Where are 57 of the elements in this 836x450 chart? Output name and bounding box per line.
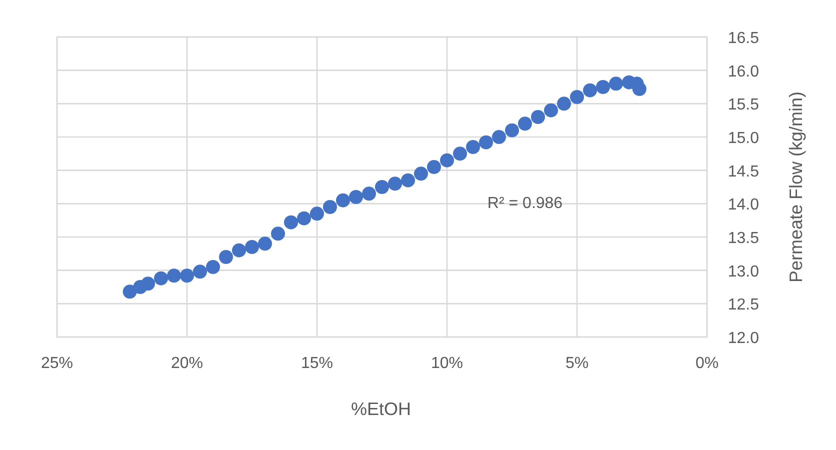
point xyxy=(388,176,402,191)
point xyxy=(505,123,519,138)
point xyxy=(544,103,558,118)
point xyxy=(609,76,623,91)
point xyxy=(349,190,363,204)
point xyxy=(531,110,545,124)
x-tick-label: 15% xyxy=(300,355,334,372)
point xyxy=(232,243,246,258)
y-tick-label: 15.0 xyxy=(728,130,760,147)
point xyxy=(206,260,220,274)
point xyxy=(596,80,610,94)
y-tick-label: 16.0 xyxy=(728,63,760,80)
point xyxy=(336,193,350,208)
x-axis-title: %EtOH xyxy=(350,399,412,419)
point xyxy=(297,211,311,226)
point xyxy=(154,271,168,286)
point xyxy=(414,166,428,181)
point xyxy=(193,264,207,279)
point xyxy=(492,130,506,144)
point xyxy=(401,173,415,188)
y-tick-label: 14.5 xyxy=(728,163,760,180)
point xyxy=(219,250,233,264)
point xyxy=(440,153,454,168)
point xyxy=(245,240,259,254)
y-tick-label: 13.5 xyxy=(728,230,760,247)
x-tick-label: 10% xyxy=(430,355,464,372)
point xyxy=(180,268,194,283)
point xyxy=(427,160,441,174)
point xyxy=(518,116,532,131)
point xyxy=(570,90,584,104)
point xyxy=(583,83,597,98)
point xyxy=(271,226,285,241)
point xyxy=(479,135,493,150)
point xyxy=(141,276,155,291)
y-tick-label: 12.5 xyxy=(728,296,760,314)
point xyxy=(323,200,337,214)
y-tick-label: 13.0 xyxy=(728,263,760,280)
x-tick-label: 20% xyxy=(170,355,204,372)
annotation: R² = 0.986 xyxy=(487,195,563,212)
point xyxy=(632,82,646,96)
point xyxy=(167,268,181,283)
x-tick-label: 5% xyxy=(565,355,589,372)
y-tick-label: 16.5 xyxy=(728,30,760,47)
x-tick-label: 25% xyxy=(40,355,74,372)
y-tick-label: 14.0 xyxy=(728,196,760,214)
point xyxy=(557,96,571,111)
point xyxy=(310,206,324,221)
y-tick-label: 12.0 xyxy=(728,330,760,347)
point xyxy=(284,215,298,230)
point xyxy=(258,236,272,251)
point xyxy=(375,180,389,194)
point xyxy=(453,146,467,161)
y-tick-label: 15.5 xyxy=(728,96,760,114)
x-tick-label: 0% xyxy=(695,355,719,372)
point xyxy=(362,186,376,201)
y-axis-title: Permeate Flow (kg/min) xyxy=(786,91,806,283)
point xyxy=(466,140,480,154)
